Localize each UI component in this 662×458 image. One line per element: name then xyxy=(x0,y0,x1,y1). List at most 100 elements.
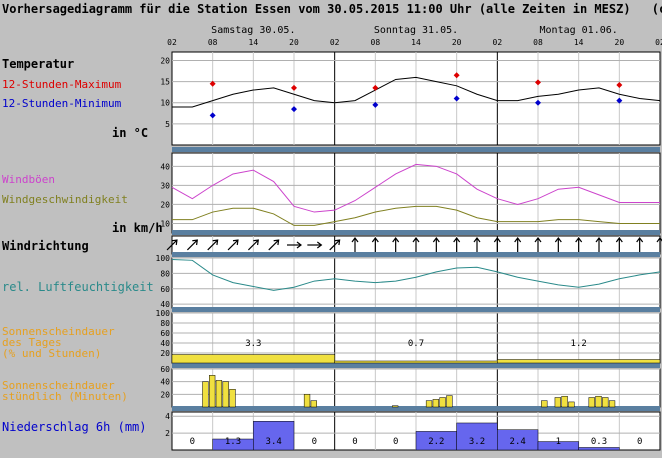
panel-separator xyxy=(172,252,660,257)
arrow-head xyxy=(432,237,440,243)
arrow-head xyxy=(615,237,623,243)
tmax-label: 12-Stunden-Maximum xyxy=(2,78,122,91)
wind-direction-arrow xyxy=(268,239,280,251)
sun-hourly-bar xyxy=(439,397,446,408)
wind-direction-arrow xyxy=(554,237,562,252)
temperature-line xyxy=(172,76,661,108)
wind-direction-arrow xyxy=(453,237,461,252)
hour-tick-label: 02 xyxy=(330,38,340,47)
precip-value: 1.3 xyxy=(225,437,241,447)
y-tick-label: 2 xyxy=(165,429,170,438)
y-tick-label: 20 xyxy=(160,349,170,358)
hour-tick-label: 02 xyxy=(655,38,662,47)
day-label: Montag 01.06. xyxy=(540,25,618,36)
y-tick-label: 100 xyxy=(156,254,171,263)
panel-separator xyxy=(172,363,660,368)
page-title: Vorhersagediagramm für die Station Essen… xyxy=(2,2,662,16)
wind-direction-arrow xyxy=(656,237,662,252)
sun-hourly-bar xyxy=(602,397,609,408)
temperature-label: Temperatur xyxy=(2,57,75,71)
arrow-head xyxy=(412,237,420,243)
wind-unit-label: in km/h xyxy=(112,221,163,235)
arrow-shaft xyxy=(268,239,280,251)
sun-hourly-bar xyxy=(215,380,223,408)
hour-tick-label: 14 xyxy=(574,38,584,47)
arrow-shaft xyxy=(247,239,259,251)
arrow-shaft xyxy=(186,239,198,251)
sun-hourly-bar xyxy=(588,397,595,408)
panel-separator xyxy=(172,406,660,411)
sun-hourly-bar xyxy=(229,389,236,408)
y-tick-label: 80 xyxy=(160,319,170,328)
y-tick-label: 5 xyxy=(165,120,170,129)
precip-bar xyxy=(497,429,539,451)
tmin-label: 12-Stunden-Minimum xyxy=(2,97,122,110)
hour-tick-label: 08 xyxy=(371,38,381,47)
tmin-marker xyxy=(453,95,460,102)
gusts-label: Windböen xyxy=(2,173,55,186)
precip-value: 1 xyxy=(556,437,561,447)
copyright-text: (c) M xyxy=(651,2,662,16)
wind-direction-arrow xyxy=(493,237,501,252)
arrow-head xyxy=(351,237,359,243)
sun-hourly-bar xyxy=(425,400,433,408)
precip-value: 2.2 xyxy=(428,437,444,447)
precip-value: 0 xyxy=(393,437,398,447)
wind-speed-line xyxy=(172,205,660,226)
wind-direction-arrow xyxy=(227,239,239,251)
wind-dir-label: Windrichtung xyxy=(2,239,89,253)
precip-label: Niederschlag 6h (mm) xyxy=(2,420,147,434)
wind-direction-arrow xyxy=(412,237,420,252)
sun-hourly-bar xyxy=(608,400,616,408)
arrow-head xyxy=(296,241,302,249)
precip-bar xyxy=(253,421,295,451)
arrow-head xyxy=(316,241,323,249)
y-tick-label: 100 xyxy=(156,309,171,318)
tmax-marker xyxy=(291,84,297,91)
precip-value: 0 xyxy=(352,437,357,447)
wind-direction-arrow xyxy=(329,239,341,251)
arrow-head xyxy=(575,237,583,243)
panel-separator xyxy=(172,230,660,235)
arrow-head xyxy=(554,237,562,243)
precip-bar xyxy=(537,441,579,451)
sun-hourly-bar xyxy=(568,401,575,408)
arrow-shaft xyxy=(227,239,239,251)
sun-hourly-bar xyxy=(541,400,548,408)
sun-hourly-line-2: stündlich (Minuten) xyxy=(2,390,128,403)
sun-hourly-bar xyxy=(310,400,317,408)
tmin-marker xyxy=(535,99,541,106)
tmax-marker xyxy=(372,84,379,91)
arrow-head xyxy=(334,239,341,246)
arrow-shaft xyxy=(166,239,178,251)
wind-direction-arrow xyxy=(207,239,219,251)
y-tick-label: 20 xyxy=(160,56,170,65)
tmax-marker xyxy=(616,81,623,88)
arrow-head xyxy=(232,239,239,246)
tmin-marker xyxy=(209,112,216,119)
arrow-head xyxy=(534,237,542,243)
arrow-shaft xyxy=(207,239,219,251)
arrow-head xyxy=(171,239,178,246)
tmin-marker xyxy=(372,101,379,108)
sun-daily-line-1: Sonnenscheindauer xyxy=(2,325,115,338)
y-tick-label: 4 xyxy=(165,412,170,421)
precip-value: 0 xyxy=(312,437,317,447)
sun-hourly-label: Sonnenscheindauer stündlich (Minuten) xyxy=(2,380,128,402)
arrow-head xyxy=(253,239,259,246)
sun-hourly-bar xyxy=(595,395,602,408)
sun-hourly-line-1: Sonnenscheindauer xyxy=(2,379,115,392)
gusts-line xyxy=(171,163,660,213)
y-tick-label: 40 xyxy=(160,339,170,348)
tmax-marker xyxy=(535,79,541,86)
arrow-head xyxy=(192,239,198,246)
sun-hourly-bar xyxy=(561,395,568,408)
tmax-marker xyxy=(453,72,460,79)
sun-hourly-bar xyxy=(303,394,311,408)
tmin-marker xyxy=(291,106,297,113)
sun-hourly-bar xyxy=(202,381,209,408)
wind-direction-arrow xyxy=(514,237,522,252)
y-tick-label: 10 xyxy=(160,99,170,108)
y-tick-label: 20 xyxy=(160,200,170,209)
hour-tick-label: 08 xyxy=(208,38,218,47)
